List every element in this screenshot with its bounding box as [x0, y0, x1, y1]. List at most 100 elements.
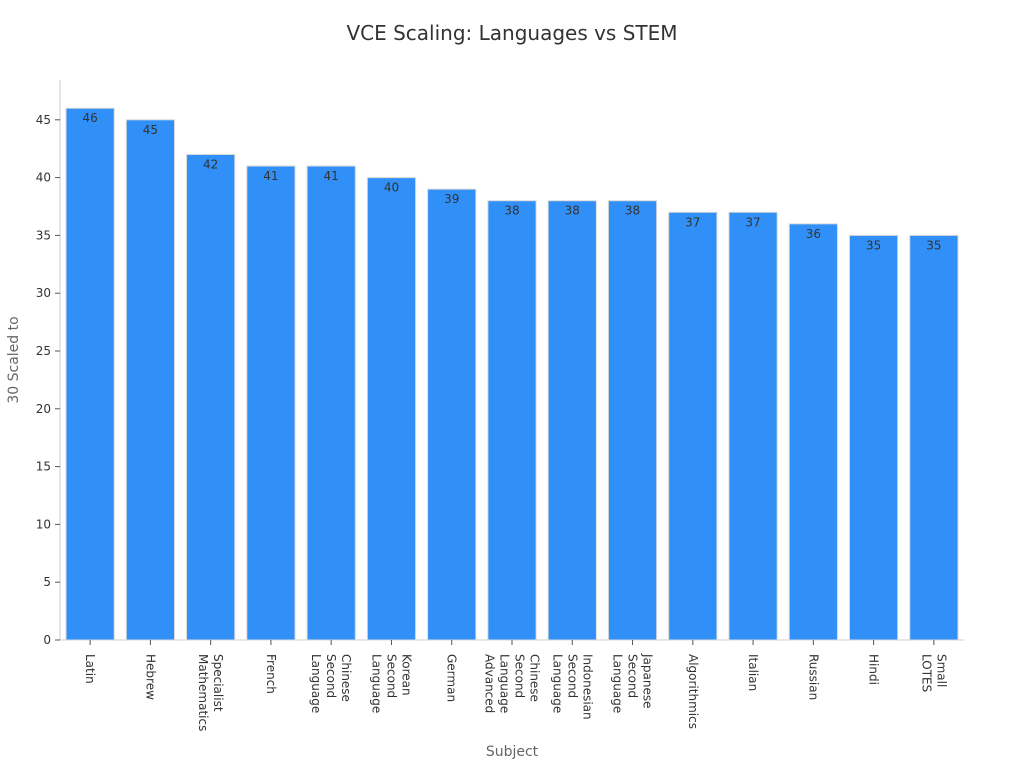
x-tick-label-line: Hebrew [143, 654, 157, 700]
bar [909, 234, 959, 641]
x-tick-label-line: Korean [399, 654, 413, 696]
bar [788, 223, 838, 641]
bar [65, 107, 115, 641]
x-tick-label-line: French [264, 654, 278, 694]
x-tick-label: SpecialistMathematics [196, 654, 225, 731]
y-tick-label: 40 [36, 171, 51, 185]
y-tick-label: 35 [36, 228, 51, 242]
x-tick-label: ChineseSecondLanguageAdvanced [483, 654, 542, 713]
x-tick-label-line: Language [369, 654, 383, 713]
x-tick-label-line: Second [626, 654, 640, 698]
bar [487, 200, 537, 641]
x-tick-label-line: Second [565, 654, 579, 698]
x-tick-label: Algorithmics [686, 654, 700, 729]
x-tick-label: Hebrew [143, 654, 157, 700]
bar [125, 119, 176, 641]
x-axis-label: Subject [486, 744, 539, 760]
data-label: 37 [745, 215, 760, 229]
x-tick-label-line: Language [611, 654, 625, 713]
x-tick-label-line: LOTES [919, 654, 933, 692]
y-tick-label: 30 [36, 286, 51, 300]
x-tick-label: ChineseSecondLanguage [309, 654, 353, 713]
x-tick-label-line: Language [309, 654, 323, 713]
chart-title: VCE Scaling: Languages vs STEM [346, 21, 677, 45]
x-tick-label-line: Chinese [528, 654, 542, 702]
x-tick-label: SmallLOTES [919, 654, 948, 692]
bar [607, 200, 658, 641]
x-tick-label-line: Language [550, 654, 564, 713]
svg-text:Hindi: Hindi [867, 654, 881, 685]
x-tick-label-line: Small [934, 654, 948, 687]
x-tick-label-line: Second [384, 654, 398, 698]
bar [246, 165, 296, 641]
svg-text:Italian: Italian [746, 654, 760, 691]
data-label: 40 [384, 181, 399, 195]
x-tick-label: Russian [806, 654, 820, 700]
x-tick-label: JapaneseSecondLanguage [611, 653, 655, 713]
bar [848, 234, 899, 641]
bar [366, 177, 417, 641]
x-axis-ticks: Latin Hebrew SpecialistMathematics French Ch… [83, 640, 948, 731]
x-tick-label-line: Second [324, 654, 338, 698]
data-label: 38 [504, 204, 519, 218]
y-tick-label: 45 [36, 113, 51, 127]
data-label: 38 [565, 204, 580, 218]
data-label: 39 [444, 192, 459, 206]
x-tick-label: French [264, 654, 278, 694]
data-label: 45 [143, 123, 158, 137]
x-tick-label-line: Hindi [867, 654, 881, 685]
y-tick-label: 5 [43, 575, 51, 589]
data-label: 35 [926, 238, 941, 252]
x-tick-label-line: Language [498, 654, 512, 713]
svg-text:SmallLOTES: SmallLOTES [919, 654, 948, 692]
svg-text:Russian: Russian [806, 654, 820, 700]
bar [668, 211, 718, 641]
y-tick-label: 10 [36, 517, 51, 531]
x-tick-label-line: Mathematics [196, 654, 210, 731]
y-tick-label: 25 [36, 344, 51, 358]
x-tick-label: Latin [83, 654, 97, 684]
x-tick-label: German [445, 654, 459, 702]
x-tick-label: IndonesianSecondLanguage [550, 654, 594, 720]
x-tick-label-line: Specialist [211, 654, 225, 712]
y-tick-label: 15 [36, 460, 51, 474]
x-tick-label-line: Japanese [641, 653, 655, 709]
svg-text:Hebrew: Hebrew [143, 654, 157, 700]
x-tick-label-line: Algorithmics [686, 654, 700, 729]
x-tick-label-line: Chinese [339, 654, 353, 702]
y-tick-label: 20 [36, 402, 51, 416]
data-label: 36 [806, 227, 821, 241]
x-tick-label-line: Italian [746, 654, 760, 691]
x-tick-label-line: Second [513, 654, 527, 698]
y-axis-ticks: 0 5 10 15 20 25 30 35 40 45 [36, 113, 60, 647]
bar [186, 153, 236, 641]
data-label: 41 [263, 169, 278, 183]
bar [427, 188, 477, 641]
svg-text:German: German [445, 654, 459, 702]
svg-text:French: French [264, 654, 278, 694]
bar [547, 200, 597, 641]
x-tick-label-line: German [445, 654, 459, 702]
x-tick-label: Italian [746, 654, 760, 691]
svg-text:Latin: Latin [83, 654, 97, 684]
data-label: 35 [866, 238, 881, 252]
x-tick-label-line: Advanced [483, 654, 497, 713]
svg-text:ChineseSecondLanguage: ChineseSecondLanguage [309, 654, 353, 713]
svg-text:KoreanSecondLanguage: KoreanSecondLanguage [369, 654, 413, 713]
bars-group: 46 45 42 41 41 40 39 38 38 38 37 37 36 35 35 [65, 107, 959, 641]
x-tick-label: KoreanSecondLanguage [369, 654, 413, 713]
svg-text:ChineseSecondLanguageAdvanced: ChineseSecondLanguageAdvanced [483, 654, 542, 713]
y-axis-label: 30 Scaled to [6, 316, 22, 403]
bar [306, 165, 356, 641]
svg-text:Algorithmics: Algorithmics [686, 654, 700, 729]
data-label: 37 [685, 215, 700, 229]
x-tick-label-line: Indonesian [580, 654, 594, 720]
svg-text:IndonesianSecondLanguage: IndonesianSecondLanguage [550, 654, 594, 720]
svg-text:SpecialistMathematics: SpecialistMathematics [196, 654, 225, 731]
x-tick-label: Hindi [867, 654, 881, 685]
data-label: 38 [625, 204, 640, 218]
bar [728, 211, 778, 641]
data-label: 46 [82, 111, 97, 125]
